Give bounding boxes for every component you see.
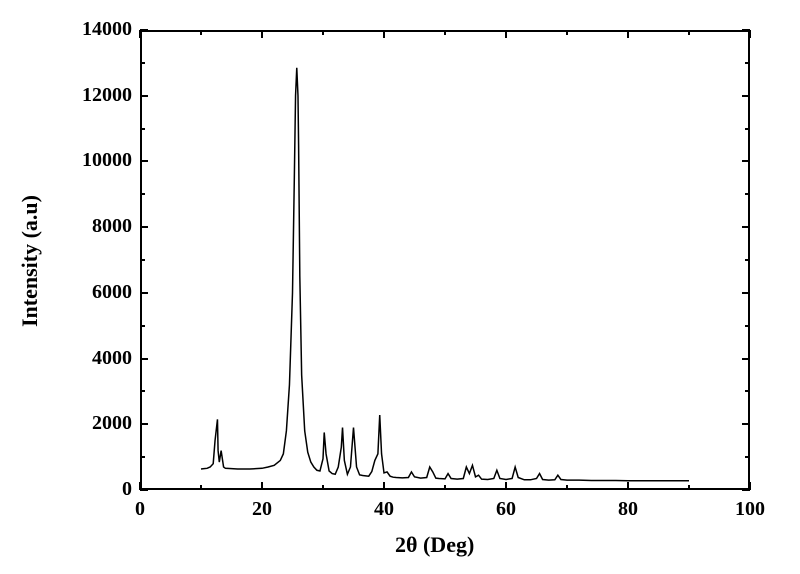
- xrd-chart: Intensity (a.u) 2θ (Deg) 020004000600080…: [0, 0, 800, 574]
- data-line: [0, 0, 800, 574]
